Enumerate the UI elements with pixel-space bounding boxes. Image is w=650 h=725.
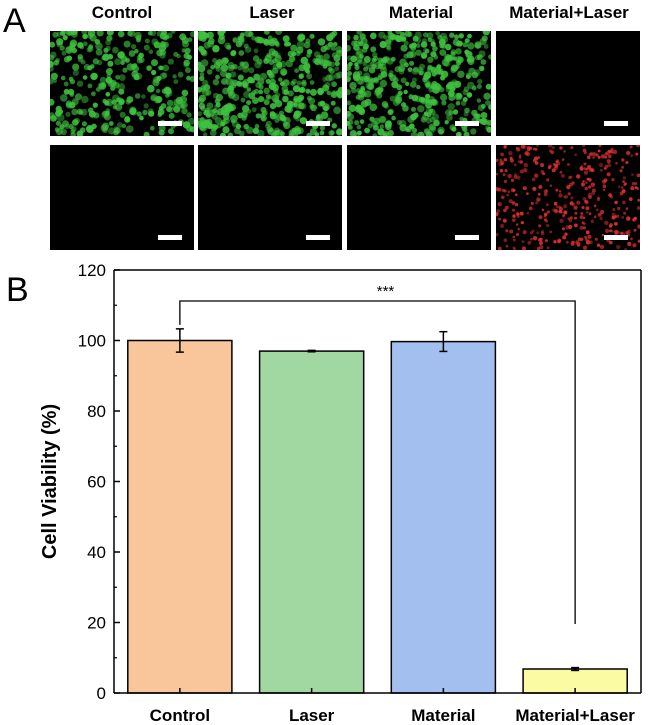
column-title-material-laser: Material+Laser	[509, 3, 629, 22]
scale-bar	[306, 121, 330, 126]
scale-bar	[604, 235, 628, 240]
scale-bar	[604, 121, 628, 126]
y-tick-label-120: 120	[78, 261, 106, 280]
bar-1	[258, 350, 365, 694]
significance-bracket	[179, 300, 576, 625]
y-tick-label-100: 100	[78, 332, 106, 351]
panel-a-letter: A	[3, 2, 26, 40]
dead-stain-image-laser	[198, 145, 342, 250]
x-tick-label-0: Control	[150, 706, 210, 725]
panel-b-letter: B	[6, 271, 29, 309]
scale-bar	[306, 235, 330, 240]
column-title-control: Control	[91, 3, 153, 22]
significance-label: ***	[377, 283, 395, 300]
scale-bar	[158, 121, 182, 126]
y-tick-label-40: 40	[87, 543, 106, 562]
scale-bar	[158, 235, 182, 240]
bar-2	[390, 340, 497, 694]
scale-bar	[455, 235, 479, 240]
column-title-laser: Laser	[249, 3, 295, 22]
dead-stain-image-control	[50, 145, 194, 250]
y-tick-label-0: 0	[97, 684, 106, 703]
y-tick-label-60: 60	[87, 473, 106, 492]
x-tick-label-1: Laser	[289, 706, 335, 725]
live-stain-image-control	[50, 31, 194, 136]
scale-bar	[455, 121, 479, 126]
live-stain-image-material-laser	[496, 31, 640, 136]
cell-viability-bar-chart: 0 20 40 60 80 100 120 Control Laser Material Mater…	[39, 261, 642, 725]
dead-stain-image-material-laser	[496, 145, 640, 250]
y-axis-label: Cell Viability (%)	[39, 404, 61, 559]
live-stain-image-material	[347, 31, 491, 136]
y-tick-label-20: 20	[87, 614, 106, 633]
x-tick-label-3: Material+Laser	[515, 706, 635, 725]
y-tick-label-80: 80	[87, 402, 106, 421]
bar-0	[127, 339, 233, 694]
dead-stain-image-material	[347, 145, 491, 250]
live-stain-image-laser	[198, 31, 342, 136]
x-tick-label-2: Material	[411, 706, 475, 725]
column-title-material: Material	[388, 3, 454, 22]
